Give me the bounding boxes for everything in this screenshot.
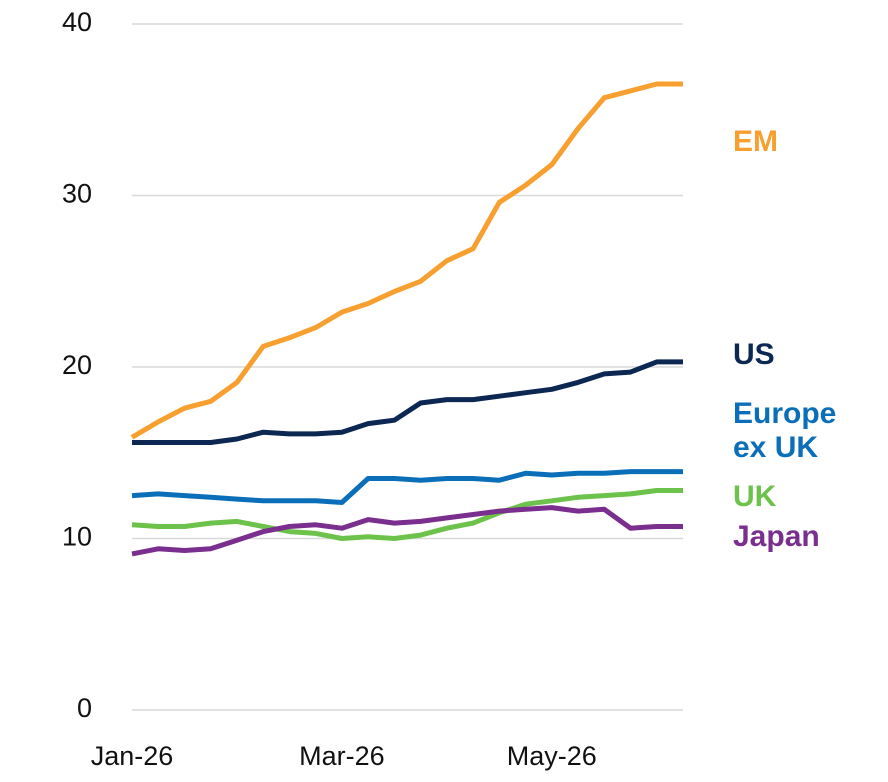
series-label: US <box>733 338 775 371</box>
series-line <box>132 359 683 445</box>
series-line <box>131 488 683 541</box>
series-line <box>130 81 683 440</box>
series-line <box>131 505 683 557</box>
x-tick-label: May-26 <box>507 741 597 771</box>
series-label: Europe ex UK <box>733 397 837 464</box>
series-label: UK <box>733 480 777 513</box>
series-label: Japan <box>733 520 820 553</box>
y-tick-label: 30 <box>62 179 92 209</box>
series-label: EM <box>733 125 778 158</box>
x-tick-label: Mar-26 <box>299 741 385 771</box>
y-tick-label: 0 <box>77 693 92 723</box>
series-line <box>131 469 683 505</box>
y-tick-label: 20 <box>62 350 92 380</box>
x-tick-label: Jan-26 <box>91 741 174 771</box>
y-tick-label: 10 <box>62 522 92 552</box>
y-tick-label: 40 <box>62 7 92 37</box>
